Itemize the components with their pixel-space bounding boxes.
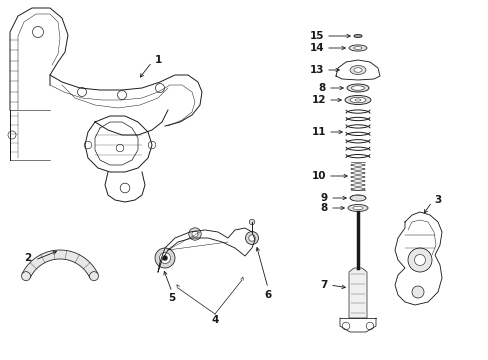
Text: 1: 1	[154, 55, 162, 65]
Ellipse shape	[349, 97, 365, 103]
Ellipse shape	[353, 68, 361, 72]
Circle shape	[159, 252, 170, 264]
Circle shape	[188, 228, 201, 240]
Ellipse shape	[353, 46, 361, 49]
Ellipse shape	[352, 206, 362, 210]
Circle shape	[414, 255, 425, 266]
Polygon shape	[22, 250, 98, 278]
Circle shape	[407, 248, 431, 272]
Circle shape	[248, 235, 255, 241]
Text: 9: 9	[320, 193, 327, 203]
Ellipse shape	[349, 195, 365, 201]
Text: 2: 2	[24, 253, 32, 263]
Ellipse shape	[346, 84, 368, 92]
Circle shape	[162, 256, 167, 261]
Text: 3: 3	[433, 195, 441, 205]
Circle shape	[245, 231, 258, 244]
Circle shape	[89, 272, 98, 281]
Text: 11: 11	[311, 127, 325, 137]
Text: 10: 10	[311, 171, 325, 181]
Ellipse shape	[354, 99, 360, 101]
Circle shape	[366, 322, 373, 330]
Circle shape	[21, 272, 30, 281]
Text: 8: 8	[318, 83, 325, 93]
Text: 13: 13	[309, 65, 324, 75]
Ellipse shape	[345, 95, 370, 104]
Text: 4: 4	[211, 315, 218, 325]
Ellipse shape	[349, 66, 365, 75]
Text: 5: 5	[168, 293, 175, 303]
Circle shape	[342, 322, 349, 330]
Circle shape	[155, 248, 175, 268]
Circle shape	[411, 286, 423, 298]
Circle shape	[249, 219, 254, 225]
Polygon shape	[348, 268, 366, 318]
Ellipse shape	[347, 204, 367, 211]
Text: 15: 15	[309, 31, 324, 41]
Text: 14: 14	[309, 43, 324, 53]
Ellipse shape	[351, 86, 364, 90]
Circle shape	[192, 231, 198, 237]
Ellipse shape	[353, 35, 361, 37]
Text: 7: 7	[320, 280, 327, 290]
Text: 12: 12	[311, 95, 325, 105]
Ellipse shape	[348, 45, 366, 51]
Text: 6: 6	[264, 290, 271, 300]
Text: 8: 8	[320, 203, 327, 213]
